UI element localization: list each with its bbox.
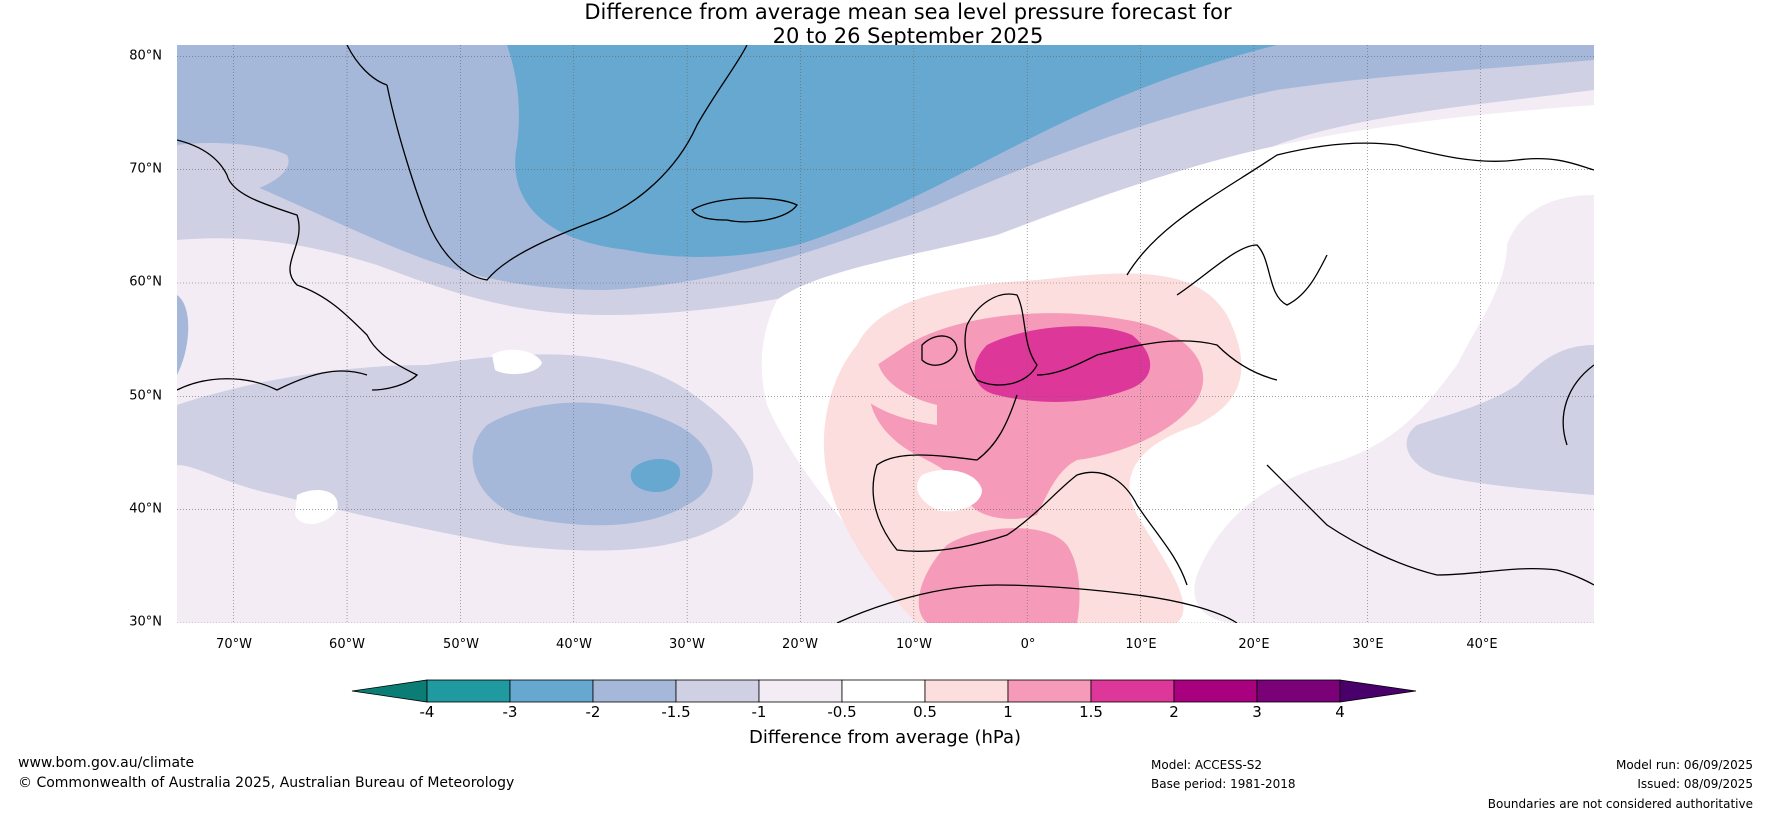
britain-coast (964, 293, 1038, 386)
colorbar-extend-low (351, 679, 428, 703)
colorbar (351, 679, 1417, 703)
lon-label-10w: 10°W (896, 637, 932, 652)
anomaly-fill-neg-2-3-atlantic (630, 459, 681, 493)
lon-label-30w: 30°W (669, 637, 705, 652)
pressure-anomaly-map (177, 45, 1594, 623)
labrador-coast (177, 139, 419, 391)
anomaly-fill-neg-1.5-2-west (177, 295, 189, 375)
colorbar-segment-1.5-1 (675, 679, 760, 703)
colorbar-tick: 0.5 (913, 703, 937, 721)
anomaly-fill-neg-1.5-2-atlantic (472, 402, 713, 526)
lon-label-10e: 10°E (1125, 637, 1157, 652)
colorbar-tick: 1.5 (1079, 703, 1103, 721)
colorbar-extend-high (1339, 679, 1417, 703)
colorbar-tick: 2 (1169, 703, 1179, 721)
lon-label-0: 0° (1020, 637, 1036, 652)
colorbar-tick: 3 (1252, 703, 1262, 721)
model-text: Model: ACCESS-S2 (1151, 758, 1263, 772)
lat-label-50n: 50°N (129, 388, 162, 404)
turkey-coast (1266, 464, 1594, 586)
north-europe-coast (1036, 340, 1278, 381)
colorbar-tick: -0.5 (827, 703, 857, 721)
colorbar-tick: -2 (585, 703, 601, 721)
colorbar-tick: -1 (751, 703, 767, 721)
website-link[interactable]: www.bom.gov.au/climate (18, 755, 195, 771)
lon-label-30e: 30°E (1352, 637, 1384, 652)
nova-scotia-coast (177, 370, 368, 391)
colorbar-tick: 4 (1335, 703, 1345, 721)
colorbar-segment-2-1.5 (592, 679, 677, 703)
colorbar-tick: -3 (502, 703, 518, 721)
colorbar-segment-0.5-0.5 (841, 679, 926, 703)
greenland-coast-north (346, 45, 388, 86)
colorbar-segment-1.5-2 (1090, 679, 1175, 703)
map-title: Difference from average mean sea level p… (0, 0, 1770, 48)
colorbar-segment-1-0.5 (758, 679, 843, 703)
lat-label-60n: 60°N (129, 274, 162, 290)
anomaly-fill-neutral-island-2 (295, 490, 338, 525)
map-canvas (177, 45, 1594, 623)
anomaly-fill-neutral-iberia (917, 470, 982, 512)
lat-label-70n: 70°N (129, 161, 162, 177)
lon-label-60w: 60°W (329, 637, 365, 652)
disclaimer-text: Boundaries are not considered authoritat… (1487, 797, 1753, 811)
lat-label-40n: 40°N (129, 501, 162, 517)
lon-label-20w: 20°W (782, 637, 818, 652)
coastlines (177, 45, 1594, 623)
scandinavia-coast (1126, 142, 1594, 276)
iceland-coast (691, 197, 798, 223)
anomaly-fill-neg-1-1.5-west (177, 143, 289, 205)
north-africa-coast (836, 584, 1238, 623)
colorbar-segment-1-1.5 (1007, 679, 1092, 703)
colorbar-title: Difference from average (hPa) (748, 727, 1022, 748)
lon-label-40w: 40°W (556, 637, 592, 652)
greenland-coast (386, 45, 748, 281)
colorbar-segment-0.5-1 (924, 679, 1009, 703)
lon-label-50w: 50°W (443, 637, 479, 652)
model-run-text: Model run: 06/09/2025 (1615, 758, 1753, 772)
anomaly-fill-neg-1-1.5-east (1406, 345, 1594, 495)
lon-label-40e: 40°E (1466, 637, 1498, 652)
colorbar-tick: -4 (419, 703, 435, 721)
copyright-text: © Commonwealth of Australia 2025, Austra… (18, 775, 515, 791)
map-title-line2: 20 to 26 September 2025 (772, 24, 1044, 48)
anomaly-fill-neutral-island (492, 349, 542, 375)
lat-label-80n: 80°N (129, 48, 162, 64)
colorbar-segment-4-3 (426, 679, 511, 703)
lon-label-20e: 20°E (1238, 637, 1270, 652)
base-period-text: Base period: 1981-2018 (1151, 777, 1296, 791)
colorbar-segment-2-3 (1173, 679, 1258, 703)
caspian-coast (1562, 364, 1594, 446)
map-title-line1: Difference from average mean sea level p… (584, 0, 1232, 24)
colorbar-segment-3-2 (509, 679, 594, 703)
anomaly-fill-pos-1.5-2 (974, 326, 1151, 402)
anomaly-fill-neg-2-3 (507, 45, 1277, 257)
graticule (177, 45, 1594, 623)
colorbar-tick: -1.5 (661, 703, 691, 721)
anomaly-fill-neg-0.5-1-east (1194, 195, 1594, 623)
colorbar-segment-3-4 (1256, 679, 1341, 703)
baltic-coast (1176, 244, 1328, 306)
lat-label-30n: 30°N (129, 614, 162, 630)
issued-text: Issued: 08/09/2025 (1637, 777, 1753, 791)
colorbar-tick: 1 (1003, 703, 1013, 721)
iberia-med-coast (872, 394, 1188, 586)
ireland-coast (921, 335, 958, 366)
anomaly-fill-pos-0.5-1-west (850, 355, 937, 425)
lon-label-70w: 70°W (216, 637, 252, 652)
